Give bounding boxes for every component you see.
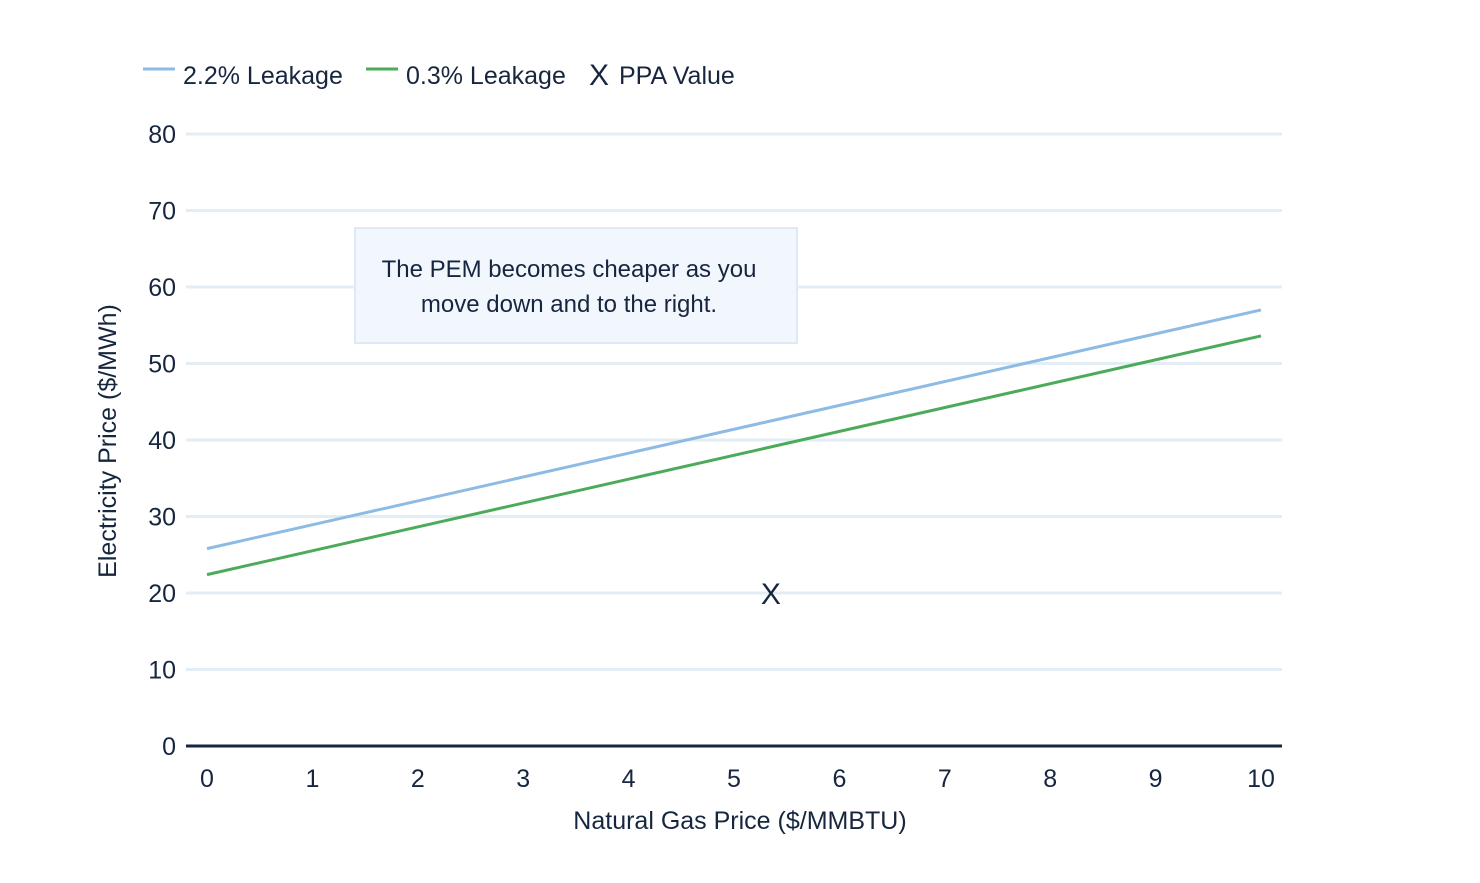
y-tick-label-70: 70	[148, 198, 176, 226]
y-tick-label-10: 10	[148, 657, 176, 685]
x-tick-label-6: 6	[832, 765, 846, 793]
y-axis-label: Electricity Price ($/MWh)	[94, 304, 122, 578]
annotation-background	[354, 227, 798, 344]
legend: 2.2% Leakage 0.3% Leakage X PPA Value	[143, 59, 735, 92]
y-tick-label-50: 50	[148, 351, 176, 379]
x-tick-label-5: 5	[727, 765, 741, 793]
series-lines	[206, 308, 1262, 577]
grid-lines	[186, 132, 1282, 671]
annotation-box: The PEM becomes cheaper as you move down…	[354, 227, 798, 344]
x-tick-label-4: 4	[622, 765, 636, 793]
x-tick-label-2: 2	[411, 765, 425, 793]
y-tick-label-80: 80	[148, 121, 176, 149]
x-tick-labels: 0 1 2 3 4 5 6 7 8 9 10	[200, 765, 1275, 793]
annotation-line-2: move down and to the right.	[421, 291, 717, 318]
x-tick-label-9: 9	[1149, 765, 1163, 793]
point-ppa-value: X	[761, 578, 781, 611]
x-tick-label-1: 1	[305, 765, 319, 793]
x-tick-label-10: 10	[1247, 765, 1275, 793]
y-tick-label-20: 20	[148, 580, 176, 608]
points: X	[761, 578, 781, 611]
legend-label-ppa-value: PPA Value	[619, 62, 735, 90]
series-line-2-2-leakage	[206, 308, 1262, 551]
x-tick-label-0: 0	[200, 765, 214, 793]
x-tick-label-7: 7	[938, 765, 952, 793]
y-tick-label-0: 0	[162, 733, 176, 761]
y-tick-label-60: 60	[148, 274, 176, 302]
legend-marker-ppa-value: X	[589, 59, 609, 92]
x-tick-label-3: 3	[516, 765, 530, 793]
x-axis-label: Natural Gas Price ($/MMBTU)	[573, 807, 906, 835]
y-tick-label-40: 40	[148, 427, 176, 455]
legend-label-0-3-leakage: 0.3% Leakage	[406, 62, 566, 90]
y-tick-label-30: 30	[148, 504, 176, 532]
x-tick-label-8: 8	[1043, 765, 1057, 793]
legend-label-2-2-leakage: 2.2% Leakage	[183, 62, 343, 90]
y-tick-labels: 0 10 20 30 40 50 60 70 80	[148, 121, 176, 761]
series-line-0-3-leakage	[206, 334, 1262, 577]
annotation-line-1: The PEM becomes cheaper as you	[382, 256, 757, 283]
